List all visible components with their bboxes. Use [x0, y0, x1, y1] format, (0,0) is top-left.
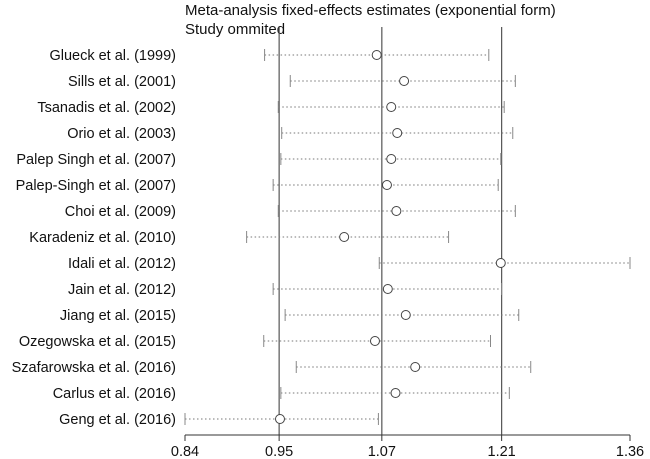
- study-label: Palep Singh et al. (2007): [16, 152, 176, 168]
- study-rows: Glueck et al. (1999) Sills et al. (2001) T…: [12, 48, 631, 428]
- estimate-point: [339, 232, 350, 242]
- estimate-point: [274, 414, 285, 424]
- estimate-point: [386, 154, 397, 164]
- chart-title: Meta-analysis fixed-effects estimates (e…: [185, 2, 556, 19]
- x-tick-label: 0.95: [265, 444, 293, 459]
- study-label: Geng et al. (2016): [59, 412, 176, 428]
- chart-subtitle: Study ommited: [185, 21, 285, 38]
- estimate-point: [400, 310, 411, 320]
- study-label: Szafarowska et al. (2016): [12, 360, 176, 376]
- study-label: Palep-Singh et al. (2007): [16, 178, 176, 194]
- estimate-point: [410, 362, 421, 372]
- x-tick-label: 1.07: [368, 444, 396, 459]
- estimate-point: [382, 284, 393, 294]
- x-axis-ticks: 0.84 0.95 1.07 1.21 1.36: [171, 435, 644, 459]
- study-label: Glueck et al. (1999): [49, 48, 176, 64]
- x-tick-label: 0.84: [171, 444, 199, 459]
- estimate-point: [381, 180, 392, 190]
- estimate-point: [392, 128, 403, 138]
- reference-lines: [278, 27, 503, 435]
- study-label: Jain et al. (2012): [68, 282, 176, 298]
- study-label: Jiang et al. (2015): [60, 308, 176, 324]
- estimate-point: [495, 258, 506, 268]
- estimate-point: [371, 50, 382, 60]
- study-label: Sills et al. (2001): [68, 74, 176, 90]
- study-label: Idali et al. (2012): [68, 256, 176, 272]
- x-tick-label: 1.36: [616, 444, 644, 459]
- study-label: Ozegowska et al. (2015): [19, 334, 176, 350]
- estimate-point: [391, 206, 402, 216]
- estimate-point: [390, 388, 401, 398]
- study-label: Tsanadis et al. (2002): [37, 100, 176, 116]
- study-label: Choi et al. (2009): [65, 204, 176, 220]
- estimate-point: [386, 102, 397, 112]
- estimate-point: [369, 336, 380, 346]
- study-label: Karadeniz et al. (2010): [29, 230, 176, 246]
- study-label: Carlus et al. (2016): [53, 386, 176, 402]
- estimate-point: [399, 76, 410, 86]
- x-tick-label: 1.21: [488, 444, 516, 459]
- study-label: Orio et al. (2003): [67, 126, 176, 142]
